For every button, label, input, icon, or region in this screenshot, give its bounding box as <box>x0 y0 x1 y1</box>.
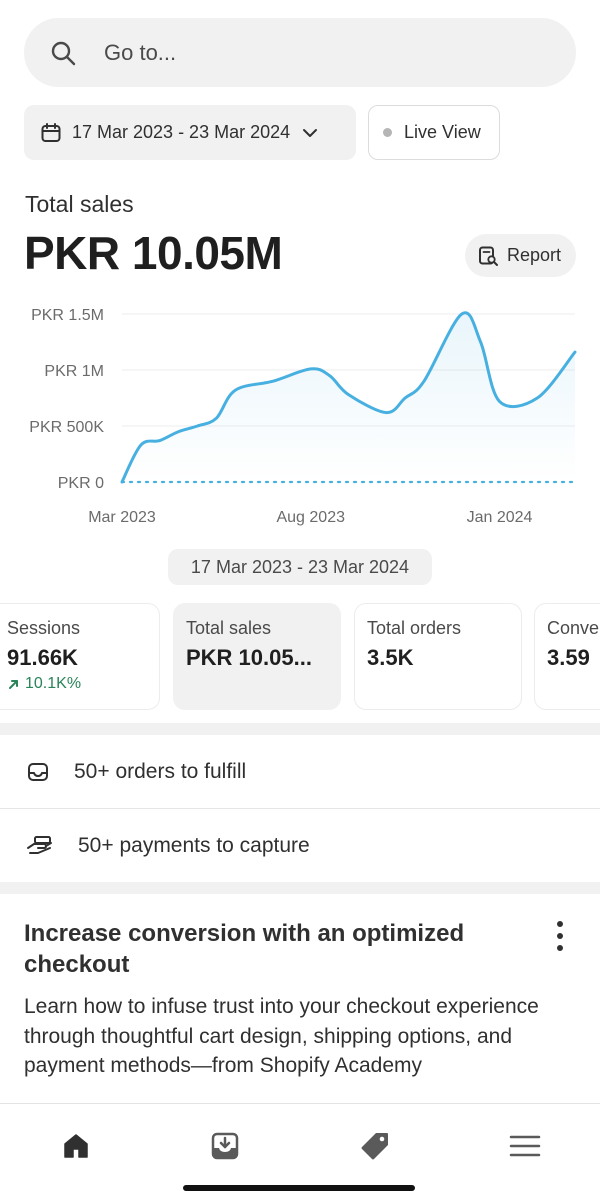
home-indicator <box>183 1185 415 1191</box>
metric-label: Conve <box>547 618 600 638</box>
date-range-label: 17 Mar 2023 - 23 Mar 2024 <box>72 122 291 142</box>
promo-body: Learn how to infuse trust into your chec… <box>24 995 539 1077</box>
arrow-up-right-icon <box>9 680 18 689</box>
report-label: Report <box>507 245 562 265</box>
nav-orders[interactable] <box>205 1126 245 1166</box>
metric-delta-value: 10.1K% <box>25 675 82 692</box>
search-bar[interactable]: Go to... <box>24 18 576 87</box>
orders-icon <box>211 1132 239 1160</box>
metric-value: PKR 10.05... <box>186 645 312 670</box>
metric-value: 91.66K <box>7 645 78 670</box>
live-status-dot <box>383 128 392 137</box>
report-button[interactable]: Report <box>465 234 576 277</box>
y-tick-label: PKR 1.5M <box>31 307 104 324</box>
total-sales-label: Total sales <box>25 191 134 217</box>
search-icon <box>51 41 76 65</box>
sales-series-line <box>120 311 577 484</box>
more-options-icon[interactable] <box>552 921 568 951</box>
x-tick-label: Aug 2023 <box>276 509 345 526</box>
nav-products[interactable] <box>355 1126 395 1166</box>
chart-range-label: 17 Mar 2023 - 23 Mar 2024 <box>168 549 432 585</box>
nav-home[interactable] <box>56 1126 96 1166</box>
report-icon <box>479 246 498 266</box>
live-view-button[interactable]: Live View <box>368 105 500 160</box>
metric-label: Total orders <box>367 618 462 638</box>
y-tick-label: PKR 500K <box>29 419 104 436</box>
search-input[interactable]: Go to... <box>104 39 177 65</box>
metrics-carousel[interactable]: Sessions 91.66K 10.1K% Total sales PKR 1… <box>0 603 600 711</box>
task-orders-to-fulfill[interactable]: 50+ orders to fulfill <box>0 736 600 808</box>
total-sales-value: PKR 10.05M <box>24 227 283 279</box>
y-tick-label: PKR 1M <box>44 363 104 380</box>
date-range-picker[interactable]: 17 Mar 2023 - 23 Mar 2024 <box>24 105 356 160</box>
products-icon <box>361 1133 388 1160</box>
home-icon <box>64 1134 88 1158</box>
chevron-down-icon <box>303 128 318 137</box>
metric-card-total-orders[interactable]: Total orders 3.5K <box>354 603 522 710</box>
task-payments-to-capture[interactable]: 50+ payments to capture <box>0 810 600 882</box>
metric-delta: 10.1K% <box>7 675 159 693</box>
menu-icon <box>509 1135 541 1157</box>
promo-title: Increase conversion with an optimized ch… <box>24 920 465 978</box>
metric-card-conversion[interactable]: Conve 3.59 <box>534 603 600 710</box>
task-label: 50+ orders to fulfill <box>74 760 247 783</box>
calendar-icon <box>41 122 61 142</box>
hand-payment-icon <box>27 836 52 854</box>
metric-card-sessions[interactable]: Sessions 91.66K 10.1K% <box>0 603 160 710</box>
metric-label: Sessions <box>7 618 81 638</box>
x-tick-label: Mar 2023 <box>88 509 156 526</box>
task-label: 50+ payments to capture <box>78 834 310 857</box>
metric-value: 3.59 <box>547 645 590 670</box>
sales-area <box>122 312 575 482</box>
section-divider <box>0 882 600 894</box>
metric-card-total-sales[interactable]: Total sales PKR 10.05... <box>173 603 341 710</box>
list-separator <box>0 808 600 809</box>
y-tick-label: PKR 0 <box>58 475 104 492</box>
x-tick-label: Jan 2024 <box>467 509 533 526</box>
sales-line-chart: PKR 1.5M PKR 1M PKR 500K PKR 0 Mar 2023 Aug … <box>29 307 577 526</box>
metric-value: 3.5K <box>367 645 414 670</box>
inbox-icon <box>28 763 48 781</box>
section-divider <box>0 723 600 735</box>
live-view-label: Live View <box>404 122 481 142</box>
metric-label: Total sales <box>186 618 272 638</box>
nav-menu[interactable] <box>505 1126 545 1166</box>
